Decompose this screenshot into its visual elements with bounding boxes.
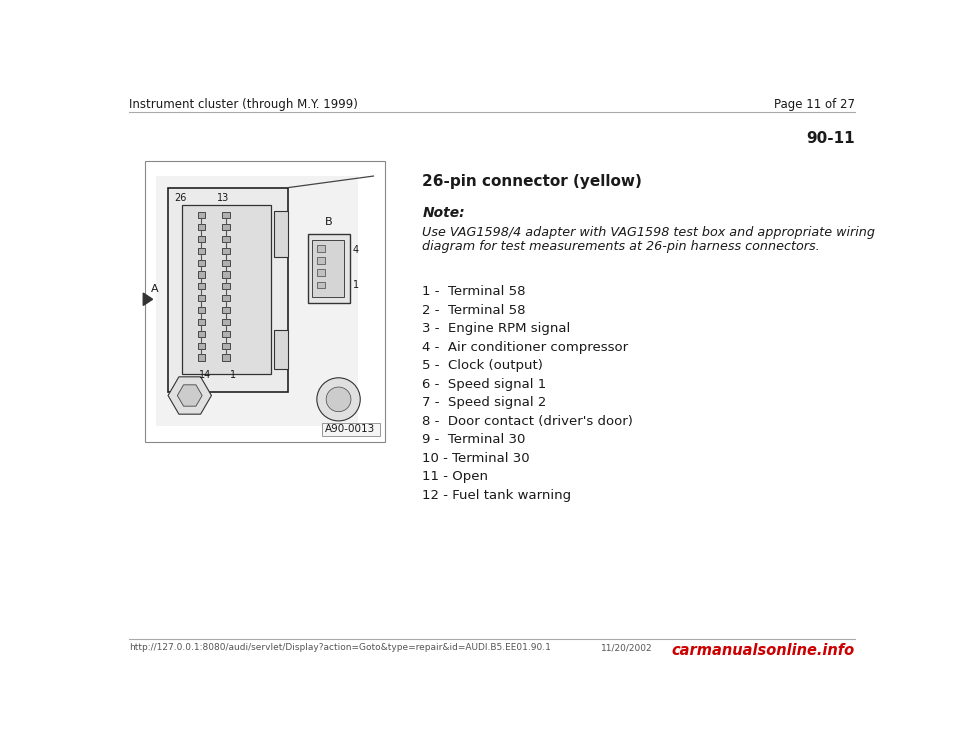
Text: 7 -  Speed signal 2: 7 - Speed signal 2 — [422, 396, 546, 410]
Text: 1 -  Terminal 58: 1 - Terminal 58 — [422, 286, 526, 298]
Bar — [223, 295, 230, 301]
Circle shape — [326, 387, 351, 412]
Bar — [198, 283, 205, 289]
Bar — [317, 281, 324, 289]
Text: 13: 13 — [217, 194, 229, 203]
Bar — [198, 236, 205, 242]
Bar — [223, 307, 230, 313]
Text: Page 11 of 27: Page 11 of 27 — [774, 97, 854, 111]
Bar — [182, 205, 271, 374]
Bar — [198, 331, 205, 337]
Text: 14: 14 — [199, 370, 211, 380]
Polygon shape — [168, 377, 211, 414]
Bar — [312, 240, 344, 297]
Text: 1: 1 — [230, 370, 236, 380]
Text: 11 - Open: 11 - Open — [422, 470, 489, 483]
Text: Note:: Note: — [422, 206, 465, 220]
Text: 5 -  Clock (output): 5 - Clock (output) — [422, 359, 543, 372]
Bar — [198, 260, 205, 266]
Bar — [145, 161, 385, 441]
Text: carmanualsonline.info: carmanualsonline.info — [672, 643, 854, 658]
Bar — [198, 319, 205, 325]
Bar — [156, 176, 358, 427]
Text: 4 -  Air conditioner compressor: 4 - Air conditioner compressor — [422, 341, 629, 354]
Bar — [223, 355, 230, 361]
Text: 6 -  Speed signal 1: 6 - Speed signal 1 — [422, 378, 546, 391]
Text: 10 - Terminal 30: 10 - Terminal 30 — [422, 452, 530, 464]
Bar — [223, 212, 230, 218]
Bar — [275, 330, 288, 369]
Bar — [198, 343, 205, 349]
Bar — [198, 212, 205, 218]
Bar — [223, 224, 230, 230]
Bar — [322, 423, 379, 436]
Bar — [317, 257, 324, 264]
Circle shape — [317, 378, 360, 421]
Bar — [307, 234, 350, 303]
Bar — [223, 248, 230, 254]
Bar — [198, 224, 205, 230]
Text: A: A — [151, 284, 158, 295]
Text: B: B — [324, 217, 332, 226]
Bar — [223, 260, 230, 266]
Bar — [223, 331, 230, 337]
Bar — [275, 211, 288, 257]
Text: A90-0013: A90-0013 — [325, 424, 375, 434]
Text: 3 -  Engine RPM signal: 3 - Engine RPM signal — [422, 322, 570, 335]
Bar — [168, 188, 288, 392]
Text: 2 -  Terminal 58: 2 - Terminal 58 — [422, 304, 526, 317]
Polygon shape — [143, 293, 153, 306]
Text: 26-pin connector (yellow): 26-pin connector (yellow) — [422, 174, 642, 188]
Bar — [198, 307, 205, 313]
Text: 11/20/2002: 11/20/2002 — [601, 643, 652, 652]
Text: 26: 26 — [175, 194, 186, 203]
Bar — [223, 343, 230, 349]
Bar — [223, 272, 230, 278]
Bar — [317, 245, 324, 252]
Bar — [223, 283, 230, 289]
Bar — [198, 248, 205, 254]
Bar — [317, 269, 324, 276]
Bar — [198, 295, 205, 301]
Text: 90-11: 90-11 — [806, 131, 854, 146]
Text: http://127.0.0.1:8080/audi/servlet/Display?action=Goto&type=repair&id=AUDI.B5.EE: http://127.0.0.1:8080/audi/servlet/Displ… — [130, 643, 551, 652]
Bar — [198, 272, 205, 278]
Polygon shape — [178, 385, 203, 406]
Bar — [198, 355, 205, 361]
Text: 4: 4 — [352, 245, 359, 255]
Bar — [223, 319, 230, 325]
Bar — [223, 236, 230, 242]
Text: diagram for test measurements at 26-pin harness connectors.: diagram for test measurements at 26-pin … — [422, 240, 820, 253]
Text: Instrument cluster (through M.Y. 1999): Instrument cluster (through M.Y. 1999) — [130, 97, 358, 111]
Text: 1: 1 — [352, 280, 359, 289]
Text: 9 -  Terminal 30: 9 - Terminal 30 — [422, 433, 526, 446]
Text: 12 - Fuel tank warning: 12 - Fuel tank warning — [422, 489, 571, 502]
Text: 8 -  Door contact (driver's door): 8 - Door contact (driver's door) — [422, 415, 634, 427]
Text: Use VAG1598/4 adapter with VAG1598 test box and appropriate wiring: Use VAG1598/4 adapter with VAG1598 test … — [422, 226, 876, 239]
